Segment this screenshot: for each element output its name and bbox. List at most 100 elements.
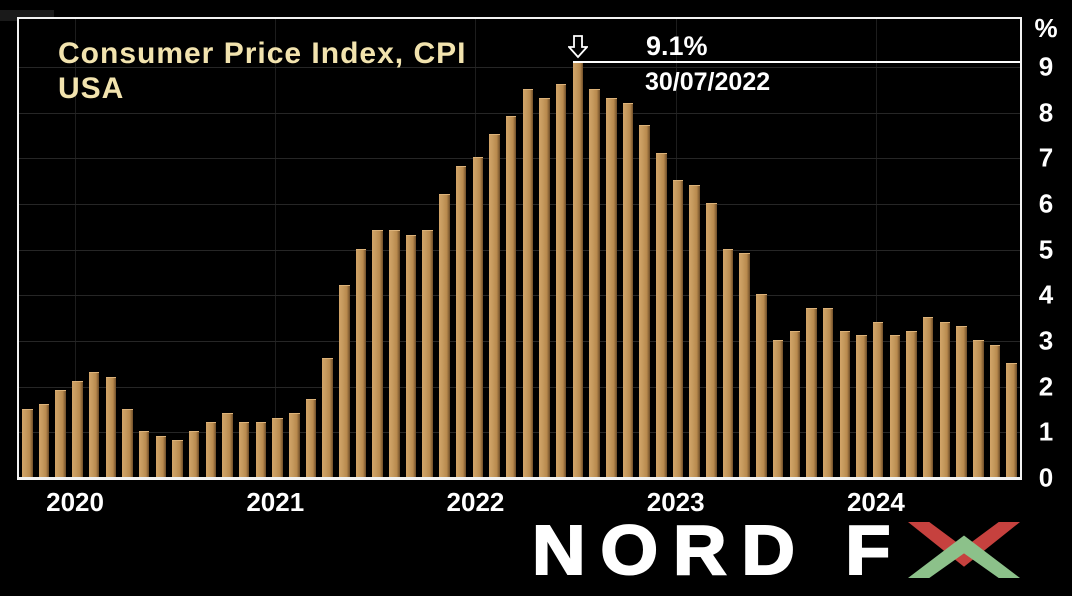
- cpi-bar-2022-02: [505, 116, 517, 477]
- cpi-bar-2023-10: [839, 330, 851, 477]
- y-gridline: [19, 66, 1020, 68]
- cpi-bar-2023-12: [872, 321, 884, 477]
- cpi-bar-2019-12: [72, 381, 83, 477]
- y-tick-label-7: 7: [1038, 142, 1054, 173]
- cpi-bar-2019-10: [38, 403, 50, 477]
- cpi-bar-2020-08: [205, 422, 217, 477]
- y-tick-label-5: 5: [1038, 234, 1054, 265]
- cpi-bar-2023-08: [806, 308, 817, 477]
- year-gridline: [75, 19, 77, 477]
- cpi-bar-2023-11: [856, 335, 867, 477]
- cpi-bar-2022-09: [622, 102, 634, 477]
- cpi-bar-2020-01: [88, 371, 100, 477]
- cpi-bar-2023-07: [789, 330, 801, 477]
- y-gridline: [19, 432, 1020, 434]
- cpi-bar-2022-11: [656, 152, 667, 477]
- cpi-bar-2020-09: [222, 413, 233, 477]
- y-tick-label-0: 0: [1038, 462, 1054, 493]
- cpi-bar-2022-06: [572, 61, 584, 477]
- cpi-bar-2024-02: [906, 330, 917, 477]
- cpi-bar-2020-02: [105, 376, 116, 477]
- cpi-bar-2021-02: [305, 399, 317, 477]
- chart-title-line2: USA: [58, 72, 125, 105]
- y-tick-label-9: 9: [1038, 51, 1054, 82]
- y-tick-label-8: 8: [1038, 97, 1054, 128]
- cpi-bar-2024-05: [956, 326, 967, 477]
- x-tick-label-2020: 2020: [46, 487, 104, 517]
- plot-area: [17, 17, 1022, 480]
- cpi-bar-2023-09: [822, 308, 834, 477]
- cpi-bar-2022-04: [539, 97, 550, 477]
- cpi-bar-2021-08: [405, 234, 417, 477]
- cpi-bar-2022-10: [639, 125, 650, 477]
- peak-value-label: 9.1%: [646, 31, 708, 61]
- cpi-bar-2024-04: [939, 321, 951, 477]
- cpi-bar-2020-06: [172, 440, 183, 477]
- y-tick-label-3: 3: [1038, 325, 1054, 356]
- nordfx-logo-text: NORD F: [531, 511, 906, 589]
- cpi-bar-2021-03: [322, 358, 333, 477]
- cpi-bar-2019-11: [55, 390, 66, 477]
- nordfx-logo-x-icon: [908, 522, 1021, 578]
- cpi-bar-2022-08: [606, 97, 617, 477]
- cpi-bar-2021-04: [339, 285, 350, 477]
- cpi-bar-2021-12: [472, 157, 484, 477]
- x-tick-label-2021: 2021: [246, 487, 305, 517]
- cpi-bar-2019-09: [22, 408, 33, 477]
- cpi-bar-2020-10: [238, 422, 250, 477]
- cpi-bar-2020-07: [188, 431, 200, 477]
- cpi-bar-2023-04: [739, 253, 750, 477]
- cpi-bar-2020-05: [155, 435, 167, 477]
- y-gridline: [19, 112, 1020, 114]
- nordfx-logo: NORD F: [531, 511, 1021, 589]
- cpi-bar-2020-11: [255, 422, 267, 477]
- cpi-bar-2020-04: [138, 431, 150, 477]
- y-gridline: [19, 203, 1020, 205]
- y-gridline: [19, 249, 1020, 251]
- cpi-bar-2024-08: [1006, 362, 1017, 477]
- cpi-bar-2023-06: [772, 340, 784, 477]
- cpi-bar-2020-12: [272, 417, 283, 477]
- cpi-bar-2020-03: [122, 408, 133, 477]
- peak-date-label: 30/07/2022: [645, 68, 771, 96]
- y-gridline: [19, 158, 1020, 160]
- x-tick-label-2022: 2022: [446, 487, 505, 517]
- cpi-bar-2024-03: [922, 317, 934, 477]
- down-arrow-icon: [567, 35, 588, 59]
- cpi-bar-2021-10: [439, 193, 450, 477]
- year-gridline: [275, 19, 277, 477]
- y-gridline: [19, 386, 1020, 388]
- y-tick-label-6: 6: [1038, 188, 1054, 219]
- cpi-bar-2024-01: [889, 335, 901, 477]
- cpi-bar-2021-07: [389, 230, 400, 477]
- cpi-bar-2024-07: [989, 344, 1001, 477]
- cpi-bar-2021-11: [455, 166, 467, 477]
- y-axis-unit-label: %: [1034, 13, 1058, 43]
- cpi-bar-2023-01: [689, 184, 700, 477]
- x-tick-label-2024: 2024: [846, 487, 905, 517]
- cpi-bar-2021-06: [372, 230, 383, 477]
- y-gridline: [19, 295, 1020, 297]
- year-gridline: [875, 19, 877, 477]
- chart-title-line1: Consumer Price Index, CPI: [58, 37, 467, 70]
- cpi-bar-2022-05: [555, 84, 567, 477]
- x-tick-label-2023: 2023: [646, 487, 705, 517]
- cpi-bar-2022-07: [589, 88, 600, 477]
- cpi-bar-2022-03: [522, 88, 534, 477]
- cpi-bar-2021-09: [422, 230, 433, 477]
- cpi-bar-2022-01: [489, 134, 500, 477]
- y-tick-label-4: 4: [1038, 279, 1054, 310]
- cpi-bar-2021-01: [289, 413, 300, 477]
- peak-level-line: [572, 61, 1020, 64]
- y-tick-label-2: 2: [1038, 371, 1054, 402]
- cpi-bar-2024-06: [973, 340, 984, 477]
- cpi-bar-2022-12: [672, 180, 684, 477]
- y-tick-label-1: 1: [1038, 416, 1054, 447]
- chart-title: Consumer Price Index, CPI USA: [58, 36, 466, 106]
- cpi-bar-2023-05: [756, 294, 767, 477]
- cpi-bar-2023-02: [706, 202, 717, 477]
- y-gridline: [19, 340, 1020, 342]
- cpi-bar-2021-05: [355, 248, 367, 477]
- cpi-bar-2023-03: [722, 248, 734, 477]
